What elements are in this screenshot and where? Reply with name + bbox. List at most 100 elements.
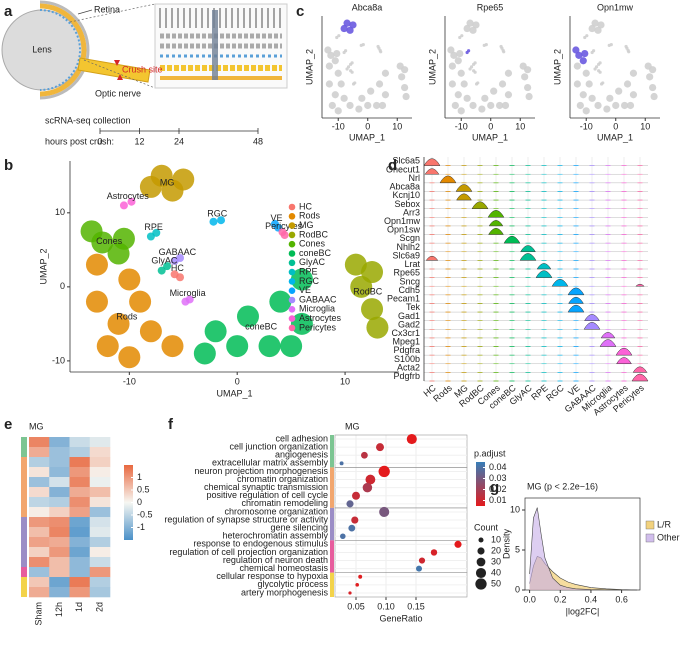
heat-cell	[49, 527, 70, 538]
feature-point	[478, 105, 486, 113]
feature-point	[629, 69, 638, 77]
violin	[423, 158, 441, 166]
legend-swatch	[288, 278, 296, 285]
heat-cell	[49, 557, 70, 568]
term-label: angiogenesis	[275, 450, 329, 460]
feature-title: Opn1mw	[597, 2, 634, 12]
heat-cell	[69, 557, 91, 568]
feature-point	[473, 61, 477, 65]
colorbar	[476, 462, 485, 506]
heat-cell	[89, 447, 111, 458]
gene-label: Mpeg1	[392, 337, 420, 347]
feature-point	[482, 43, 486, 47]
y-axis-title: UMAP_2	[304, 49, 314, 85]
feature-point	[460, 34, 464, 38]
feature-point	[524, 66, 532, 74]
heat-cell	[49, 447, 70, 458]
size-legend-label: 50	[491, 578, 501, 588]
term-label: regulation of cell projection organizati…	[169, 547, 328, 557]
legend-swatch	[288, 324, 296, 332]
gene-label: Sebox	[394, 199, 420, 209]
photoreceptors	[159, 8, 281, 28]
cell-cluster-point	[112, 227, 135, 250]
gene-label: S100b	[394, 354, 420, 364]
panel-label: f	[168, 416, 174, 433]
heat-cell	[29, 437, 50, 448]
cell-cluster-point	[129, 290, 152, 313]
go-dot	[430, 549, 438, 556]
x-axis-title: UMAP_1	[472, 132, 508, 142]
feature-point	[448, 62, 456, 70]
term-label: cell adhesion	[275, 433, 328, 443]
heat-cell	[49, 467, 70, 478]
size-legend-label: 20	[491, 545, 501, 555]
feature-point	[504, 69, 513, 77]
cell-cluster-point	[269, 290, 292, 313]
cell-cluster-point	[161, 335, 184, 358]
cell-cluster-point	[152, 228, 161, 237]
feature-point	[472, 69, 476, 73]
x-axis-title: GeneRatio	[379, 613, 422, 623]
feature-point	[454, 57, 462, 65]
optic-nerve-shape	[77, 57, 151, 83]
feature-point	[469, 101, 477, 110]
violin	[568, 296, 584, 304]
feature-point	[381, 91, 390, 99]
feature-point	[601, 81, 605, 85]
feature-point	[346, 101, 354, 110]
colorbar-label: -1	[137, 522, 145, 532]
legend-swatch	[288, 222, 296, 229]
legend-swatch	[645, 533, 655, 543]
violin	[615, 347, 633, 356]
dot-title: MG	[345, 421, 360, 431]
feature-point	[447, 46, 455, 54]
retina-inner	[39, 9, 81, 91]
go-dot	[416, 565, 422, 572]
feature-point	[573, 62, 581, 70]
feature-point	[454, 91, 462, 99]
feature-point	[463, 24, 471, 33]
legend-swatch	[288, 315, 296, 322]
legend-label: RodBC	[299, 229, 329, 239]
feature-point	[606, 94, 614, 102]
nerve-fiber-layer	[160, 76, 282, 80]
x-tick-label: RGC	[544, 382, 566, 403]
row-group-bar	[21, 577, 27, 597]
violin	[635, 283, 645, 287]
violin	[551, 278, 569, 287]
violin	[631, 373, 649, 382]
feature-point	[401, 66, 409, 74]
go-dot	[362, 482, 373, 493]
heat-cell	[29, 487, 50, 498]
feature-point	[504, 91, 513, 99]
feature-point	[594, 65, 599, 69]
legend-swatch	[288, 259, 296, 267]
x-tick-label: 0.2	[554, 594, 567, 604]
heat-cell	[29, 547, 50, 558]
heat-cell	[69, 547, 91, 558]
cluster-label: Astrocytes	[107, 191, 150, 201]
cell-cluster-point	[139, 175, 162, 198]
heat-cell	[89, 557, 111, 568]
heat-cell	[69, 437, 91, 448]
feature-point	[466, 19, 474, 27]
feature-point	[594, 101, 602, 110]
gene-label: Slc6a5	[392, 156, 420, 166]
gene-label: Pdgfrb	[393, 371, 420, 381]
feature-point	[349, 21, 357, 29]
crush-site-label: Crush site	[122, 64, 163, 74]
cell-cluster-point	[280, 231, 289, 240]
panel-label: g	[490, 479, 499, 496]
panel-label: d	[388, 157, 397, 174]
gene-label: Cx3cr1	[391, 328, 420, 338]
heat-cell	[49, 477, 70, 488]
heatmap-title: MG	[29, 421, 44, 431]
cell-cluster-point	[185, 295, 194, 304]
size-legend-dot	[475, 578, 487, 590]
violin	[439, 175, 457, 184]
gene-label: Lrat	[404, 259, 420, 269]
go-dot	[379, 506, 390, 518]
y-tick-label: 0	[515, 584, 520, 594]
